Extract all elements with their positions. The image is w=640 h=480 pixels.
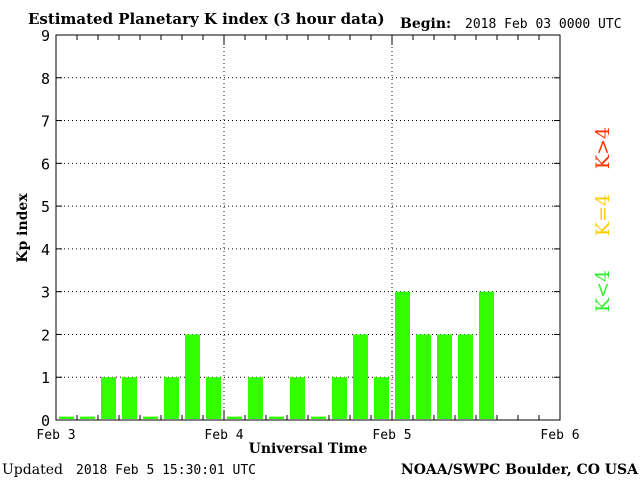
kp-bar: [227, 416, 242, 419]
begin-label: Begin:: [400, 16, 451, 32]
kp-bar: [374, 377, 389, 419]
y-tick-label: 3: [41, 284, 50, 302]
y-tick-label: 8: [41, 70, 50, 88]
begin-value: 2018 Feb 03 0000 UTC: [465, 17, 622, 32]
y-tick-label: 2: [41, 326, 50, 344]
x-tick-label: Feb 4: [204, 428, 243, 443]
kp-bar: [206, 377, 221, 419]
x-tick-labels: Feb 3 Feb 4 Feb 5 Feb 6: [36, 428, 579, 443]
y-tick-label: 5: [41, 198, 50, 216]
kp-bar: [101, 377, 116, 419]
kp-bar: [332, 377, 347, 419]
kp-bar: [143, 416, 158, 419]
y-tick-label: 7: [41, 113, 50, 131]
kp-bar: [164, 377, 179, 419]
x-tick-label: Feb 3: [36, 428, 75, 443]
kp-bar: [479, 291, 494, 419]
kp-bar: [80, 416, 95, 419]
kp-bar: [353, 334, 368, 419]
kp-bar: [290, 377, 305, 419]
y-tick-label: 9: [41, 27, 50, 45]
y-tick-labels: 0 1 2 3 4 5 6 7 8 9: [41, 27, 50, 430]
y-tick-label: 1: [41, 369, 50, 387]
grid-lines: [56, 35, 560, 420]
y-tick-label: 4: [41, 241, 50, 259]
kp-bar: [269, 416, 284, 419]
updated-value: 2018 Feb 5 15:30:01 UTC: [76, 463, 256, 478]
kp-bar: [122, 377, 137, 419]
x-axis-label: Universal Time: [249, 441, 368, 457]
y-axis-label: Kp index: [15, 193, 31, 263]
x-tick-label: Feb 5: [372, 428, 411, 443]
kp-bar: [311, 416, 326, 419]
bars: [59, 291, 494, 419]
kp-bar: [416, 334, 431, 419]
legend-k-less-4: K<4: [592, 270, 614, 312]
kp-bar: [248, 377, 263, 419]
plot-frame: [55, 34, 561, 421]
kp-bar: [59, 416, 74, 419]
chart-title: Estimated Planetary K index (3 hour data…: [28, 10, 385, 28]
y-tick-label: 0: [41, 412, 50, 430]
x-tick-label: Feb 6: [540, 428, 579, 443]
updated-label: Updated: [2, 462, 63, 478]
kp-bar: [458, 334, 473, 419]
legend-k-greater-4: K>4: [592, 127, 614, 169]
kp-bar: [437, 334, 452, 419]
legend-k-equal-4: K=4: [592, 194, 614, 236]
source-credit: NOAA/SWPC Boulder, CO USA: [401, 462, 639, 478]
kp-bar: [185, 334, 200, 419]
kp-bar: [395, 291, 410, 419]
y-tick-label: 6: [41, 155, 50, 173]
